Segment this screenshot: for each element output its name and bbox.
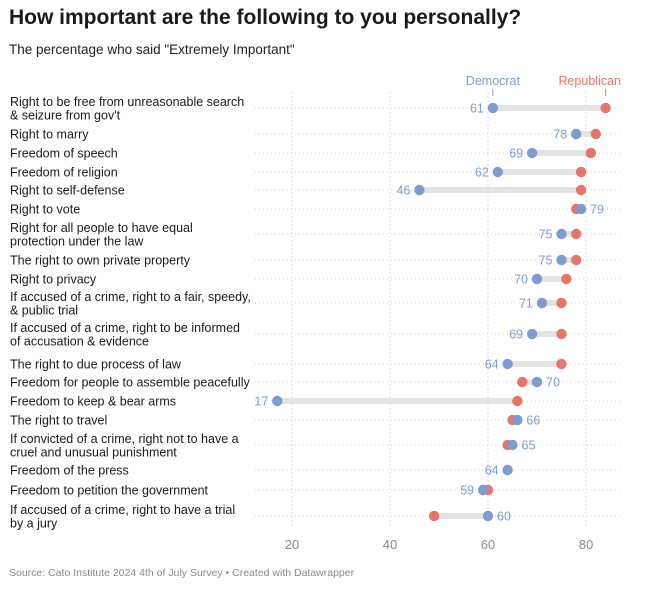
democrat-value-label: 78 xyxy=(553,128,567,142)
democrat-dot xyxy=(507,439,518,451)
row-label: Freedom for people to assemble peacefull… xyxy=(10,376,250,390)
democrat-value-label: 71 xyxy=(519,297,533,311)
democrat-value-label: 65 xyxy=(522,439,536,453)
republican-dot xyxy=(556,358,567,370)
republican-dot xyxy=(585,147,597,159)
democrat-value-label: 17 xyxy=(254,395,268,409)
democrat-value-label: 70 xyxy=(546,376,560,390)
democrat-value-label: 66 xyxy=(526,414,540,428)
democrat-value-label: 60 xyxy=(497,510,511,524)
democrat-dot xyxy=(536,297,548,309)
democrat-dot xyxy=(575,203,587,215)
row-label: Freedom to keep & bear arms xyxy=(10,395,176,409)
row-label: If accused of a crime, right to have a t… xyxy=(10,503,235,531)
chart-subtitle: The percentage who said "Extremely Impor… xyxy=(9,42,295,57)
democrat-value-label: 70 xyxy=(514,273,528,287)
republican-dot xyxy=(517,376,528,388)
row-label: The right to due process of law xyxy=(10,358,182,372)
democrat-dot xyxy=(526,147,538,159)
row-label: If accused of a crime, right to a fair, … xyxy=(10,290,251,318)
x-tick-label: 40 xyxy=(383,537,397,552)
democrat-dot xyxy=(502,464,513,476)
x-tick-label: 60 xyxy=(481,537,495,552)
row-label: Freedom of speech xyxy=(10,147,118,161)
democrat-dot xyxy=(531,376,543,388)
republican-dot xyxy=(556,328,567,340)
republican-dot xyxy=(575,166,587,178)
democrat-dot xyxy=(556,254,567,266)
democrat-dot xyxy=(272,395,283,407)
republican-dot xyxy=(575,184,587,196)
democrat-value-label: 75 xyxy=(539,254,553,268)
democrat-dot xyxy=(477,484,489,496)
republican-dot xyxy=(571,228,582,240)
democrat-dot xyxy=(492,166,503,178)
democrat-value-label: 79 xyxy=(590,203,604,217)
row-label: Right to vote xyxy=(10,203,80,217)
democrat-value-label: 61 xyxy=(470,102,484,116)
row-label: The right to travel xyxy=(10,414,107,428)
row-label: Freedom of religion xyxy=(10,166,118,180)
democrat-dot xyxy=(571,128,582,140)
democrat-dot xyxy=(556,228,567,240)
democrat-dot xyxy=(414,184,425,196)
row-label: If accused of a crime, right to be infor… xyxy=(10,321,240,349)
democrat-value-label: 69 xyxy=(509,328,523,342)
democrat-value-label: 64 xyxy=(485,358,499,372)
row-label: Freedom to petition the government xyxy=(10,484,209,498)
democrat-dot xyxy=(487,102,499,114)
row-label: The right to own private property xyxy=(10,254,191,268)
x-tick-label: 80 xyxy=(579,537,593,552)
democrat-dot xyxy=(531,273,543,285)
democrat-value-label: 64 xyxy=(485,464,499,478)
democrat-dot xyxy=(512,414,523,426)
democrat-dot xyxy=(482,510,494,522)
republican-dot xyxy=(428,510,440,522)
row-label: Right to self-defense xyxy=(10,184,125,198)
x-tick-label: 20 xyxy=(285,537,299,552)
source-note: Source: Cato Institute 2024 4th of July … xyxy=(9,567,355,579)
republican-dot xyxy=(512,395,523,407)
democrat-value-label: 59 xyxy=(460,484,474,498)
democrat-value-label: 46 xyxy=(396,184,410,198)
chart-title: How important are the following to you p… xyxy=(9,6,522,29)
democrat-value-label: 69 xyxy=(509,147,523,161)
row-label: Right for all people to have equal protec… xyxy=(10,221,193,249)
republican-dot xyxy=(561,273,572,285)
row-label: Right to marry xyxy=(10,128,89,142)
legend-republican: Republican xyxy=(558,74,621,88)
republican-dot xyxy=(556,297,567,309)
democrat-value-label: 75 xyxy=(539,228,553,242)
legend-democrat: Democrat xyxy=(466,74,521,88)
republican-dot xyxy=(590,128,601,140)
republican-dot xyxy=(600,102,611,114)
democrat-value-label: 62 xyxy=(475,166,489,180)
republican-dot xyxy=(571,254,582,266)
row-label: Right to privacy xyxy=(10,273,97,287)
democrat-dot xyxy=(502,358,513,370)
row-label: If convicted of a crime, right not to ha… xyxy=(10,432,239,460)
row-label: Freedom of the press xyxy=(10,464,129,478)
row-label: Right to be free from unreasonable searc… xyxy=(10,95,244,123)
democrat-dot xyxy=(526,328,538,340)
